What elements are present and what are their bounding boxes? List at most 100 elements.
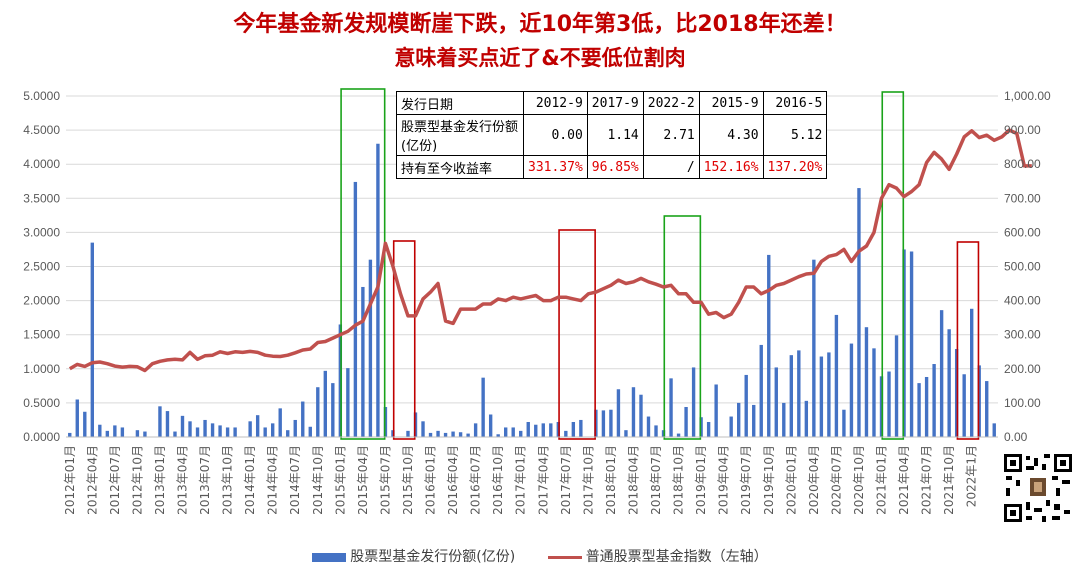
table-cell: 331.37% <box>523 155 588 179</box>
x-axis-tick-label: 2017年10月 <box>581 445 595 515</box>
bar <box>526 421 530 437</box>
x-axis: 2012年01月 2012年04月 2012年07月 2012年10月 2013年01月… <box>63 436 998 515</box>
bar <box>789 355 793 437</box>
bar <box>812 259 816 437</box>
green-highlight-box <box>881 91 905 440</box>
bar <box>68 432 72 437</box>
x-axis-tick-label: 2012年07月 <box>108 445 122 515</box>
bar <box>511 427 515 437</box>
bar <box>970 308 974 437</box>
bar <box>992 423 996 437</box>
x-axis-tick-label: 2012年01月 <box>63 445 77 515</box>
bar <box>113 425 117 437</box>
x-axis-tick-label: 2018年07月 <box>649 445 663 515</box>
x-axis-tick-label: 2012年04月 <box>85 445 99 515</box>
x-axis-tick-label: 2013年10月 <box>221 445 235 515</box>
red-highlight-box <box>392 240 416 440</box>
left-axis-tick-label: 2.5000 <box>23 260 60 274</box>
x-axis-tick-label: 2017年04月 <box>536 445 550 515</box>
green-highlight-box <box>663 215 702 440</box>
bar <box>210 423 215 437</box>
table-cell: 137.20% <box>762 155 828 179</box>
x-axis-tick-label: 2016年04月 <box>446 445 460 515</box>
bar <box>308 426 312 437</box>
legend-bar-swatch <box>312 552 347 562</box>
left-axis-tick-label: 4.0000 <box>23 157 60 171</box>
bar <box>90 242 94 437</box>
bar <box>684 406 688 437</box>
bar <box>985 381 989 437</box>
legend-label: 普通股票型基金指数（左轴） <box>585 549 768 565</box>
bar <box>819 356 824 437</box>
bar <box>924 376 929 437</box>
bar <box>105 430 110 437</box>
table-header-cell: 2015-9 <box>698 91 764 115</box>
bar <box>466 433 470 437</box>
bar <box>203 419 207 437</box>
bar <box>564 430 568 437</box>
bar <box>353 181 358 437</box>
bar <box>428 432 433 437</box>
bar <box>631 387 636 437</box>
bar <box>263 427 267 437</box>
bar <box>872 348 876 437</box>
bar <box>143 431 147 437</box>
right-axis-tick-label: 700.00 <box>1004 191 1041 205</box>
highlight-boxes <box>340 88 980 440</box>
table-cell: / <box>642 155 700 179</box>
bar-series <box>68 143 996 438</box>
right-axis-tick-label: 600.00 <box>1004 225 1041 239</box>
bar <box>797 350 801 437</box>
table-cell: 4.30 <box>698 114 764 156</box>
bar <box>609 409 613 437</box>
bar <box>135 430 140 437</box>
bar <box>676 433 681 437</box>
right-axis-tick-label: 500.00 <box>1004 260 1041 274</box>
bar <box>857 188 861 437</box>
x-axis-tick-label: 2015年10月 <box>401 445 415 515</box>
left-axis-tick-label: 2.0000 <box>23 294 60 308</box>
x-axis-tick-label: 2013年04月 <box>176 445 190 515</box>
bar <box>842 409 846 437</box>
bar <box>301 401 305 437</box>
x-axis-tick-label: 2015年07月 <box>378 445 392 515</box>
bar <box>83 411 87 437</box>
bar <box>534 424 538 437</box>
bar <box>714 384 718 437</box>
bar <box>616 389 621 437</box>
bar <box>188 421 192 437</box>
bar <box>165 411 170 437</box>
right-axis-tick-label: 0.00 <box>1004 430 1028 444</box>
bar <box>443 432 448 437</box>
bar <box>458 432 463 437</box>
bar <box>849 343 854 437</box>
bar <box>248 421 252 437</box>
x-axis-tick-label: 2021年01月 <box>875 445 889 515</box>
table-header-cell: 2017-9 <box>586 91 644 115</box>
qr-code-image <box>1002 452 1074 524</box>
x-axis-tick-label: 2015年01月 <box>333 445 347 515</box>
left-axis: 0.0000 0.5000 1.0000 1.5000 2.0000 2.5000 3.00… <box>23 89 60 444</box>
bar <box>782 402 786 437</box>
bar <box>827 352 831 437</box>
index-line-series <box>68 128 1032 373</box>
bar <box>406 430 410 437</box>
bar <box>451 431 455 437</box>
legend-item-bar: 股票型基金发行份额(亿份) <box>312 546 515 566</box>
bar <box>496 434 500 437</box>
x-axis-tick-label: 2012年10月 <box>130 445 144 515</box>
table-cell: 152.16% <box>698 155 764 179</box>
table-cell: 2.71 <box>642 114 700 156</box>
x-axis-tick-label: 2019年10月 <box>762 445 776 515</box>
left-axis-tick-label: 3.0000 <box>23 225 60 239</box>
bar <box>316 387 320 437</box>
table-cell: 96.85% <box>586 155 644 179</box>
x-axis-tick-label: 2017年01月 <box>514 445 528 515</box>
legend: 股票型基金发行份额(亿份) 普通股票型基金指数（左轴） <box>0 546 1080 566</box>
bar <box>120 427 125 437</box>
table-header-cell: 2016-5 <box>762 91 828 115</box>
bar <box>323 370 327 437</box>
bar <box>767 254 771 437</box>
bar <box>75 399 79 437</box>
